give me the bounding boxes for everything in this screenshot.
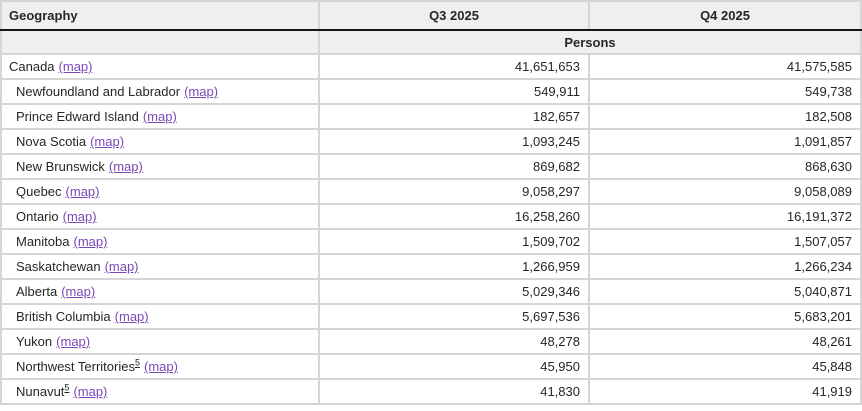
geography-name: Canada bbox=[9, 59, 55, 74]
q3-value: 1,093,245 bbox=[318, 128, 590, 155]
table-row: Alberta (map) 5,029,346 5,040,871 bbox=[0, 278, 862, 305]
footnote-link[interactable]: 5 bbox=[134, 357, 140, 368]
table-row: Saskatchewan (map) 1,266,959 1,266,234 bbox=[0, 253, 862, 280]
q4-value: 5,683,201 bbox=[588, 303, 862, 330]
q3-value: 549,911 bbox=[318, 78, 590, 105]
q3-value: 1,266,959 bbox=[318, 253, 590, 280]
table-row: Northwest Territories5 (map) 45,950 45,84… bbox=[0, 353, 862, 380]
map-link[interactable]: (map) bbox=[143, 359, 178, 374]
geography-cell: Nunavut5 (map) bbox=[0, 378, 320, 405]
table-row: Manitoba (map) 1,509,702 1,507,057 bbox=[0, 228, 862, 255]
geography-cell: Manitoba (map) bbox=[0, 228, 320, 255]
column-header-q4-2025: Q4 2025 bbox=[588, 0, 862, 31]
q4-value: 868,630 bbox=[588, 153, 862, 180]
q4-value: 1,507,057 bbox=[588, 228, 862, 255]
table-row: British Columbia (map) 5,697,536 5,683,20… bbox=[0, 303, 862, 330]
geography-name: Yukon bbox=[16, 334, 53, 349]
q4-value: 16,191,372 bbox=[588, 203, 862, 230]
q4-value: 5,040,871 bbox=[588, 278, 862, 305]
geography-cell: British Columbia (map) bbox=[0, 303, 320, 330]
q3-value: 9,058,297 bbox=[318, 178, 590, 205]
map-link[interactable]: (map) bbox=[73, 234, 108, 249]
q4-value: 41,575,585 bbox=[588, 53, 862, 80]
map-link[interactable]: (map) bbox=[114, 309, 149, 324]
table-row: Nova Scotia (map) 1,093,245 1,091,857 bbox=[0, 128, 862, 155]
geography-name: New Brunswick bbox=[16, 159, 105, 174]
geography-name: Ontario bbox=[16, 209, 59, 224]
geography-cell: Quebec (map) bbox=[0, 178, 320, 205]
table-row: Ontario (map) 16,258,260 16,191,372 bbox=[0, 203, 862, 230]
geography-name: Prince Edward Island bbox=[16, 109, 139, 124]
map-link[interactable]: (map) bbox=[184, 84, 219, 99]
table-row: Prince Edward Island (map) 182,657 182,50… bbox=[0, 103, 862, 130]
q4-value: 48,261 bbox=[588, 328, 862, 355]
unit-subheader-row: Persons bbox=[0, 29, 862, 55]
geography-name: Northwest Territories bbox=[16, 359, 135, 374]
map-link[interactable]: (map) bbox=[104, 259, 139, 274]
geography-cell: Yukon (map) bbox=[0, 328, 320, 355]
geography-cell: Canada (map) bbox=[0, 53, 320, 80]
map-link[interactable]: (map) bbox=[58, 59, 93, 74]
table-row: Yukon (map) 48,278 48,261 bbox=[0, 328, 862, 355]
q4-value: 45,848 bbox=[588, 353, 862, 380]
q3-value: 41,830 bbox=[318, 378, 590, 405]
q3-value: 48,278 bbox=[318, 328, 590, 355]
q3-value: 41,651,653 bbox=[318, 53, 590, 80]
geography-cell: Newfoundland and Labrador (map) bbox=[0, 78, 320, 105]
q3-value: 5,697,536 bbox=[318, 303, 590, 330]
q3-value: 869,682 bbox=[318, 153, 590, 180]
footnote-link[interactable]: 5 bbox=[64, 382, 70, 393]
geography-name: Manitoba bbox=[16, 234, 70, 249]
table-row: Quebec (map) 9,058,297 9,058,089 bbox=[0, 178, 862, 205]
subheader-empty-cell bbox=[0, 29, 320, 55]
q3-value: 182,657 bbox=[318, 103, 590, 130]
q4-value: 9,058,089 bbox=[588, 178, 862, 205]
geography-cell: Nova Scotia (map) bbox=[0, 128, 320, 155]
map-link[interactable]: (map) bbox=[62, 209, 97, 224]
table-row: Canada (map) 41,651,653 41,575,585 bbox=[0, 53, 862, 80]
geography-cell: Ontario (map) bbox=[0, 203, 320, 230]
map-link[interactable]: (map) bbox=[65, 184, 100, 199]
table-row: Newfoundland and Labrador (map) 549,911 5… bbox=[0, 78, 862, 105]
geography-cell: Alberta (map) bbox=[0, 278, 320, 305]
geography-cell: Northwest Territories5 (map) bbox=[0, 353, 320, 380]
column-header-q3-2025: Q3 2025 bbox=[318, 0, 590, 31]
table-row: Nunavut5 (map) 41,830 41,919 bbox=[0, 378, 862, 405]
q4-value: 182,508 bbox=[588, 103, 862, 130]
q4-value: 549,738 bbox=[588, 78, 862, 105]
q4-value: 1,091,857 bbox=[588, 128, 862, 155]
geography-name: Nunavut bbox=[16, 384, 65, 399]
q4-value: 1,266,234 bbox=[588, 253, 862, 280]
subheader-persons: Persons bbox=[318, 29, 862, 55]
geography-name: Alberta bbox=[16, 284, 58, 299]
map-link[interactable]: (map) bbox=[73, 384, 108, 399]
map-link[interactable]: (map) bbox=[142, 109, 177, 124]
q3-value: 45,950 bbox=[318, 353, 590, 380]
map-link[interactable]: (map) bbox=[61, 284, 96, 299]
geography-cell: New Brunswick (map) bbox=[0, 153, 320, 180]
geography-name: Newfoundland and Labrador bbox=[16, 84, 181, 99]
map-link[interactable]: (map) bbox=[90, 134, 125, 149]
geography-name: Nova Scotia bbox=[16, 134, 87, 149]
table-row: New Brunswick (map) 869,682 868,630 bbox=[0, 153, 862, 180]
geography-name: Quebec bbox=[16, 184, 62, 199]
column-header-row: Geography Q3 2025 Q4 2025 bbox=[0, 0, 862, 31]
column-header-geography: Geography bbox=[0, 0, 320, 31]
geography-cell: Saskatchewan (map) bbox=[0, 253, 320, 280]
geography-name: Saskatchewan bbox=[16, 259, 101, 274]
map-link[interactable]: (map) bbox=[56, 334, 91, 349]
q3-value: 5,029,346 bbox=[318, 278, 590, 305]
q4-value: 41,919 bbox=[588, 378, 862, 405]
map-link[interactable]: (map) bbox=[108, 159, 143, 174]
q3-value: 1,509,702 bbox=[318, 228, 590, 255]
geography-name: British Columbia bbox=[16, 309, 111, 324]
q3-value: 16,258,260 bbox=[318, 203, 590, 230]
geography-cell: Prince Edward Island (map) bbox=[0, 103, 320, 130]
